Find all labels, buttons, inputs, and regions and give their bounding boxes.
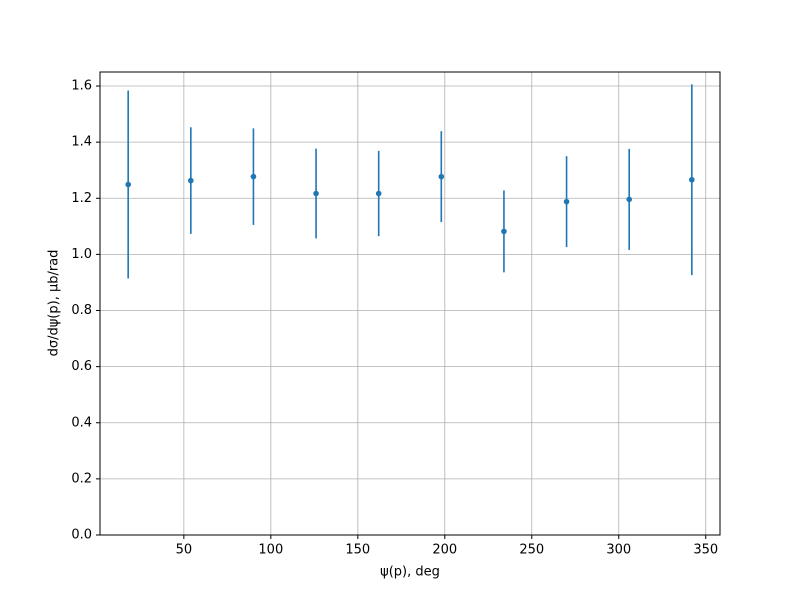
y-tick-label: 1.2	[71, 191, 92, 206]
x-tick-label: 350	[693, 543, 718, 558]
data-point	[188, 177, 194, 184]
y-tick-label: 1.6	[71, 79, 92, 94]
y-tick-label: 0.8	[71, 303, 92, 318]
y-tick-label: 1.0	[71, 247, 92, 262]
y-tick-label: 0.0	[71, 528, 92, 543]
data-point	[563, 198, 570, 205]
x-tick-label: 100	[258, 543, 283, 558]
plot-frame	[99, 71, 721, 536]
y-tick-label: 0.2	[71, 471, 92, 486]
data-point	[125, 181, 131, 188]
x-tick-label: 150	[345, 543, 370, 558]
data-point	[375, 190, 382, 197]
data-point	[438, 173, 445, 180]
x-tick-label: 50	[176, 543, 193, 558]
y-tick-label: 1.4	[71, 135, 92, 150]
data-point	[626, 196, 632, 203]
data-point	[250, 173, 257, 180]
x-tick-label: 300	[606, 543, 631, 558]
y-tick-label: 0.6	[71, 359, 92, 374]
x-tick-label: 250	[519, 543, 544, 558]
data-point	[501, 228, 507, 235]
x-axis-label: ψ(p), deg	[380, 565, 440, 580]
y-tick-label: 0.4	[71, 415, 92, 430]
data-point	[689, 176, 695, 183]
x-tick-label: 200	[432, 543, 457, 558]
data-point	[313, 190, 319, 197]
y-axis-label: dσ/dψ(p), μb/rad	[47, 250, 62, 357]
